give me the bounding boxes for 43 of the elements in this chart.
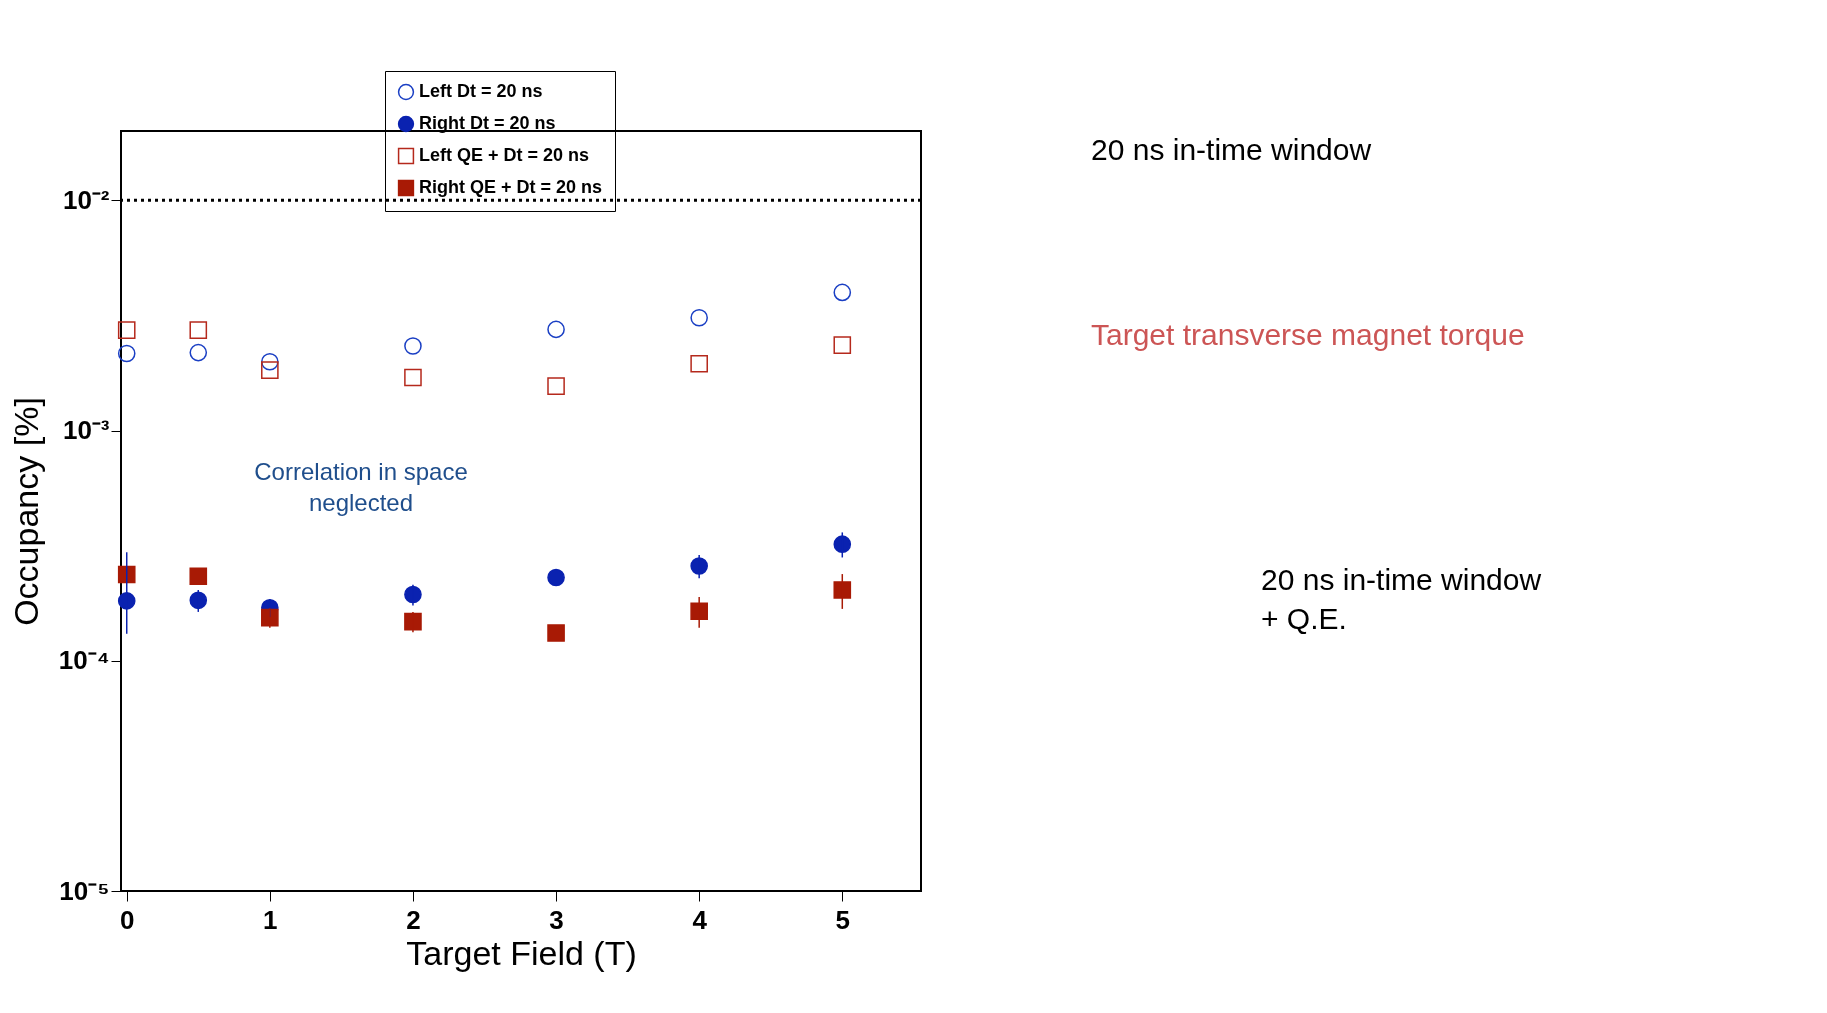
x-tick-label: 0 — [119, 904, 135, 935]
point — [547, 377, 565, 395]
x-tick-label: 3 — [549, 904, 564, 935]
point — [833, 283, 852, 302]
point — [833, 535, 852, 553]
point — [690, 308, 708, 327]
point — [261, 352, 279, 371]
x-tick-label: 5 — [835, 904, 851, 935]
text: Target transverse magnet torque — [1091, 318, 1525, 351]
point — [117, 344, 136, 363]
y-axis-title: Occupancy [%] — [6, 397, 45, 626]
point — [189, 321, 208, 339]
y-tick-label: 10⁻³ — [62, 415, 110, 446]
text: 20 ns in-time window + Q.E. — [1261, 563, 1542, 635]
point — [117, 321, 136, 339]
legend-label: Right Dt = 20 ns — [419, 113, 556, 133]
point — [547, 624, 565, 642]
point — [833, 336, 852, 354]
point — [404, 337, 422, 355]
point — [261, 361, 279, 379]
y-tick-label: 10⁻² — [62, 184, 110, 215]
y-tick-label: 10⁻⁴ — [58, 645, 110, 676]
legend-label: Left QE + Dt = 20 ns — [419, 145, 590, 165]
x-tick-label: 1 — [263, 904, 278, 935]
point — [404, 368, 422, 387]
annotation: Correlation in space neglected — [254, 458, 468, 517]
x-tick-label: 2 — [406, 904, 421, 935]
point — [690, 602, 708, 621]
legend-label: Right QE + Dt = 20 ns — [419, 177, 603, 197]
point — [189, 567, 208, 586]
x-tick-label: 4 — [692, 904, 708, 935]
legend-label: Left Dt = 20 ns — [419, 81, 543, 101]
point — [547, 568, 565, 587]
point — [547, 320, 565, 339]
point — [833, 581, 852, 599]
text: 20 ns in-time window — [1091, 133, 1372, 166]
x-axis-title: Target Field (T) — [406, 933, 637, 972]
point — [189, 343, 208, 362]
point — [117, 592, 136, 610]
point — [189, 591, 208, 610]
point — [690, 354, 708, 373]
y-tick-label: 10⁻⁵ — [59, 875, 110, 906]
point — [117, 565, 136, 584]
